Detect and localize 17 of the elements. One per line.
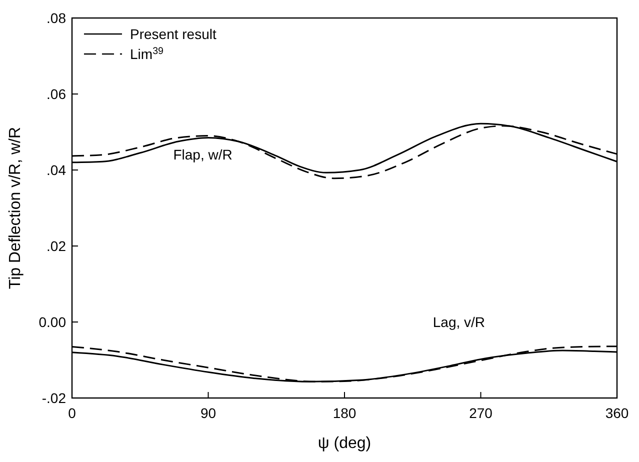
y-tick-label: -.02 [42, 390, 66, 406]
y-axis-title: Tip Deflection v/R, w/R [7, 126, 24, 290]
legend-label: Present result [130, 26, 216, 42]
x-tick-label: 360 [605, 405, 629, 421]
x-axis-title: ψ (deg) [318, 435, 372, 452]
legend-label: Lim$^{39}$ [130, 45, 164, 62]
annotation: Flap, w/R [173, 146, 232, 163]
y-tick-label: 0.00 [38, 314, 66, 330]
x-tick-label: 90 [200, 405, 216, 421]
y-tick-label: .02 [46, 238, 66, 254]
x-tick-label: 0 [68, 405, 76, 421]
x-tick-label: 270 [469, 405, 493, 421]
y-tick-label: .08 [46, 10, 66, 26]
annotation: Lag, v/R [432, 314, 486, 330]
y-tick-label: .04 [46, 162, 66, 178]
y-tick-label: .06 [46, 86, 66, 102]
x-tick-label: 180 [332, 405, 356, 421]
